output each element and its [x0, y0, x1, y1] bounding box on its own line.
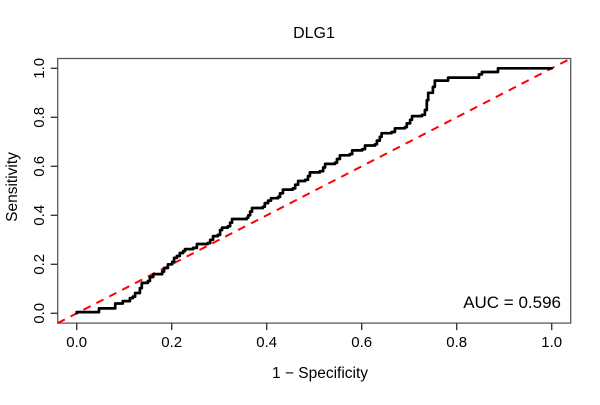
x-tick-label: 0.0 — [66, 334, 87, 351]
plot-frame — [57, 57, 572, 324]
chance-diagonal-line — [57, 57, 572, 324]
auc-annotation: AUC = 0.596 — [463, 293, 561, 312]
y-tick-label: 0.4 — [31, 205, 48, 226]
x-axis-ticks: 0.0 0.2 0.4 0.6 0.8 1.0 — [66, 323, 562, 351]
chart-title: DLG1 — [293, 25, 335, 42]
y-axis-ticks: 0.0 0.2 0.4 0.6 0.8 1.0 — [31, 58, 58, 324]
x-tick-label: 0.8 — [446, 334, 467, 351]
roc-curve-line — [75, 66, 554, 315]
x-tick-label: 0.4 — [256, 334, 277, 351]
x-tick-label: 1.0 — [541, 334, 562, 351]
y-tick-label: 0.0 — [31, 303, 48, 324]
x-axis-label: 1 − Specificity — [272, 365, 368, 382]
y-tick-label: 0.8 — [31, 107, 48, 128]
x-tick-label: 0.2 — [161, 334, 182, 351]
y-tick-label: 0.2 — [31, 254, 48, 275]
y-tick-label: 0.6 — [31, 156, 48, 177]
y-axis-label: Sensitivity — [4, 152, 21, 222]
x-tick-label: 0.6 — [351, 334, 372, 351]
y-tick-label: 1.0 — [31, 58, 48, 79]
